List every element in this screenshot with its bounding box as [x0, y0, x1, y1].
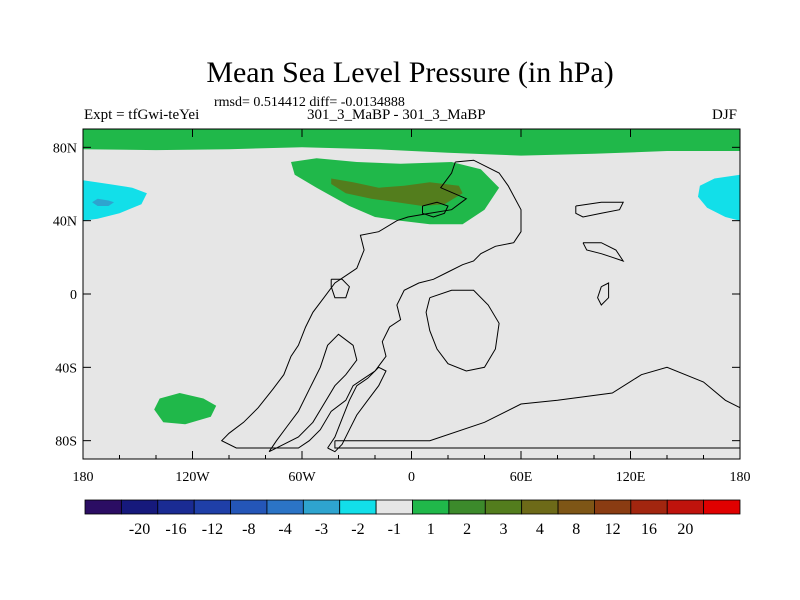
x-axis: 180 120W 60W 0 60E 120E 180 [73, 129, 751, 485]
coastline-3 [334, 366, 740, 449]
colorbar-label: 12 [605, 521, 621, 538]
colorbar-label: -2 [351, 521, 364, 538]
colorbar-label: 2 [463, 521, 471, 538]
x-tick-label: 60E [510, 470, 533, 485]
colorbar-label: 1 [427, 521, 435, 538]
colorbar-swatch [120, 499, 159, 515]
colorbar-swatch [412, 499, 450, 515]
region-arctic-band [83, 129, 740, 156]
colorbar-label: -4 [278, 521, 291, 538]
colorbar-swatch [84, 499, 122, 515]
colorbar-label: 8 [572, 521, 580, 538]
coastline-8 [597, 282, 610, 306]
colorbar-swatch [703, 499, 741, 515]
coastline-2 [327, 366, 387, 453]
y-tick-label: 80S [55, 435, 77, 450]
region-south-pacific-patch [154, 393, 217, 425]
coastline-4 [425, 289, 500, 372]
region-north-pacific-west [83, 180, 147, 221]
season-label: DJF [712, 107, 738, 123]
colorbar: -20 -16 -12 -8 -4 -3 -2 -1 1 2 3 4 8 12 16 20 [84, 499, 741, 538]
colorbar-label: 4 [536, 521, 544, 538]
comparison-label: 301_3_MaBP - 301_3_MaBP [307, 107, 486, 123]
colorbar-swatch [230, 499, 268, 515]
colorbar-swatch [521, 499, 559, 515]
colorbar-label: -1 [388, 521, 401, 538]
colorbar-label: -12 [202, 521, 223, 538]
x-tick-label: 180 [73, 470, 94, 485]
y-tick-label: 40S [55, 361, 77, 376]
y-tick-label: 80N [53, 141, 77, 156]
region-north-pacific-east [698, 174, 740, 221]
colorbar-label: 20 [677, 521, 693, 538]
colorbar-swatch [339, 499, 377, 515]
region-north-pacific-core [92, 198, 114, 206]
colorbar-swatch [157, 499, 195, 515]
colorbar-label: -8 [242, 521, 255, 538]
map-subtitle: rmsd= 0.514412 diff= -0.0134888 [214, 95, 405, 110]
x-tick-label: 0 [408, 470, 415, 485]
x-tick-label: 60W [288, 470, 316, 485]
region-eurasia-core [331, 178, 463, 206]
coastline-6 [575, 201, 625, 218]
map-title: Mean Sea Level Pressure (in hPa) [206, 56, 614, 89]
y-tick-label: 40N [53, 215, 77, 230]
x-tick-label: 120E [616, 470, 646, 485]
colorbar-swatch [484, 499, 523, 515]
colorbar-label: 16 [641, 521, 657, 538]
colorbar-label: -20 [129, 521, 150, 538]
x-tick-label: 120W [175, 470, 210, 485]
colorbar-swatch [375, 499, 413, 515]
coastlines [220, 159, 740, 453]
x-tick-label: 180 [730, 470, 751, 485]
y-axis: 80N 40N 0 40S 80S [53, 141, 740, 450]
colorbar-swatch [557, 499, 595, 515]
colorbar-swatch [302, 499, 341, 515]
y-tick-label: 0 [70, 288, 77, 303]
experiment-label: Expt = tfGwi-teYei [84, 107, 200, 123]
colorbar-label: -3 [315, 521, 328, 538]
anomaly-regions [83, 129, 740, 425]
colorbar-label: 3 [500, 521, 508, 538]
coastline-9 [422, 201, 449, 218]
colorbar-swatch [666, 499, 705, 515]
coastline-5 [330, 278, 350, 299]
coastline-0 [220, 159, 522, 449]
colorbar-swatch [193, 499, 231, 515]
coastline-7 [582, 242, 625, 262]
colorbar-swatch [448, 499, 486, 515]
colorbar-label: -16 [165, 521, 186, 538]
colorbar-swatch [630, 499, 668, 515]
colorbar-swatch [594, 499, 632, 515]
colorbar-swatch [266, 499, 304, 515]
coastline-1 [268, 333, 358, 453]
